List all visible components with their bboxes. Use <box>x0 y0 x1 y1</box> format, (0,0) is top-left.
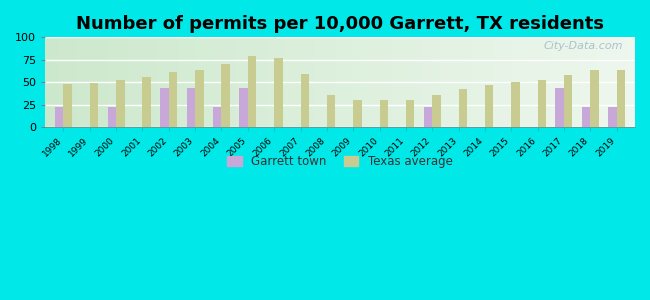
Bar <box>458 89 467 127</box>
Bar <box>239 88 248 127</box>
Bar <box>195 70 203 127</box>
Bar <box>556 88 564 127</box>
Bar <box>590 70 599 127</box>
Bar <box>274 58 283 127</box>
Bar <box>300 74 309 127</box>
Bar <box>608 107 617 127</box>
Bar <box>617 70 625 127</box>
Bar <box>485 85 493 127</box>
Bar <box>142 77 151 127</box>
Bar <box>582 107 590 127</box>
Bar <box>213 107 222 127</box>
Bar <box>511 82 519 127</box>
Bar <box>55 107 64 127</box>
Bar <box>64 84 72 127</box>
Bar <box>248 56 256 127</box>
Bar <box>432 95 441 127</box>
Bar <box>564 75 572 127</box>
Bar <box>353 100 361 127</box>
Bar <box>222 64 230 127</box>
Bar <box>424 107 432 127</box>
Text: City-Data.com: City-Data.com <box>543 41 623 51</box>
Bar <box>90 83 98 127</box>
Bar <box>108 107 116 127</box>
Bar <box>327 95 335 127</box>
Bar <box>187 88 195 127</box>
Bar <box>538 80 546 127</box>
Bar <box>116 80 125 127</box>
Bar <box>161 88 169 127</box>
Title: Number of permits per 10,000 Garrett, TX residents: Number of permits per 10,000 Garrett, TX… <box>76 15 604 33</box>
Legend: Garrett town, Texas average: Garrett town, Texas average <box>223 151 458 173</box>
Bar <box>380 100 388 127</box>
Bar <box>169 72 177 127</box>
Bar <box>406 100 414 127</box>
